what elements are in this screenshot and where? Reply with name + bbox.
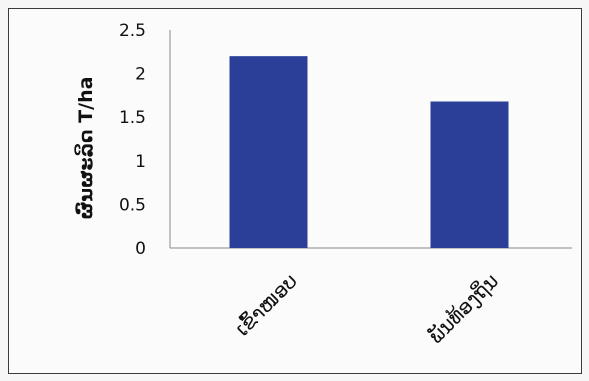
y-tick-label: 0 — [135, 239, 146, 259]
bar — [430, 101, 509, 248]
y-tick-label: 2.5 — [119, 21, 146, 41]
y-tick-label: 0.5 — [119, 195, 146, 215]
y-tick-labels: 0 0.5 1 1.5 2 2.5 — [119, 21, 146, 259]
y-tick-label: 2 — [135, 65, 146, 85]
x-tick-label: ພັນທ້ອງຖິ່ນ — [424, 269, 504, 349]
y-axis-label: ຜົນຜະລິດ T/ha — [73, 77, 97, 220]
y-tick-label: 1 — [135, 152, 146, 172]
x-tick-label: ເຂົ້າໜອບ — [230, 269, 302, 341]
bar — [229, 56, 308, 248]
x-tick-labels: ເຂົ້າໜອບ ພັນທ້ອງຖິ່ນ — [230, 269, 503, 349]
y-tick-label: 1.5 — [119, 108, 146, 128]
bars — [229, 56, 509, 248]
